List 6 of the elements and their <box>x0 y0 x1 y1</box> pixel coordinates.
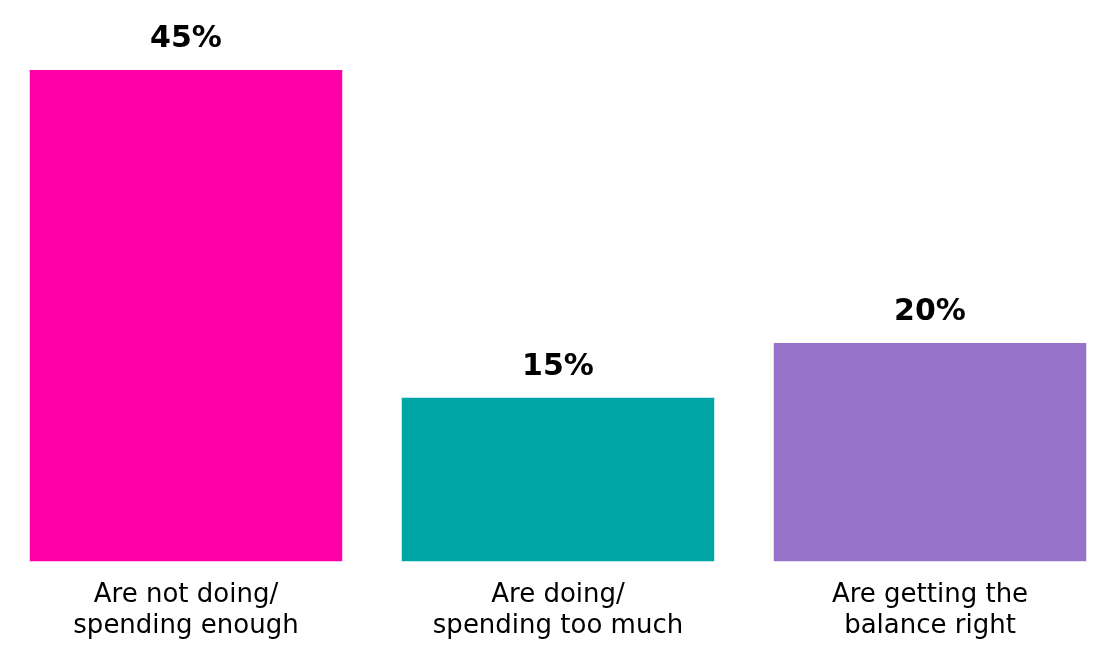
data-label: 20% <box>894 291 966 327</box>
x-tick-label: Are not doing/ spending enough <box>73 577 299 640</box>
data-label: 15% <box>522 346 594 382</box>
x-tick-label: Are getting the balance right <box>831 577 1029 640</box>
x-tick-label: Are doing/ spending too much <box>432 577 684 640</box>
data-label: 45% <box>150 18 222 54</box>
